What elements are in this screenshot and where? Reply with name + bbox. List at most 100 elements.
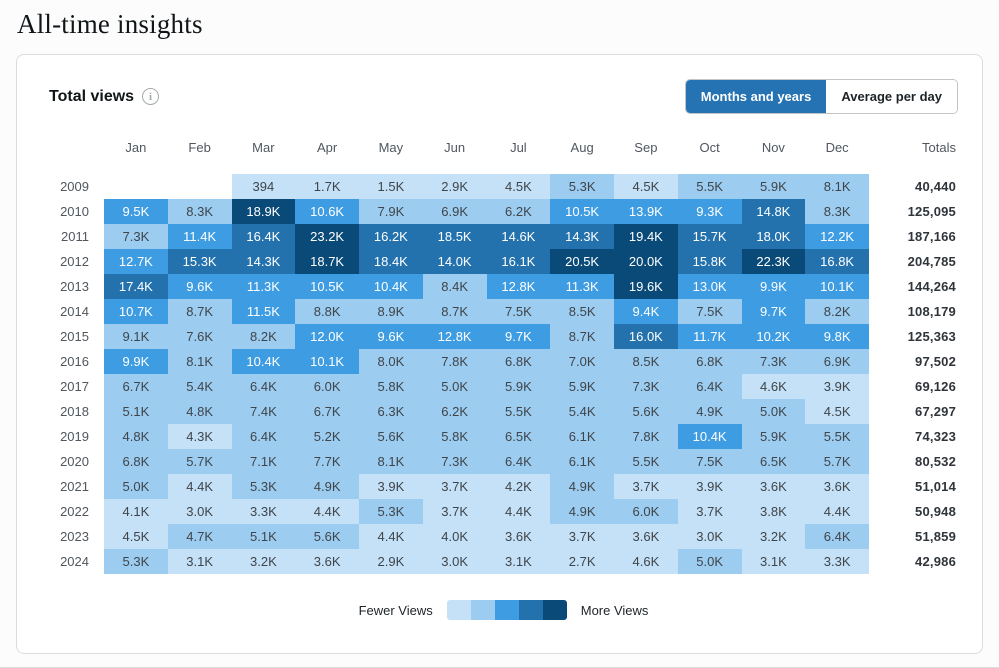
toggle-months-and-years-button[interactable]: Months and years bbox=[685, 80, 827, 113]
heatmap-cell[interactable]: 4.8K bbox=[167, 399, 232, 424]
heatmap-cell[interactable]: 10.5K bbox=[550, 199, 614, 224]
heatmap-cell[interactable]: 5.2K bbox=[295, 424, 359, 449]
heatmap-cell[interactable]: 11.7K bbox=[677, 324, 742, 349]
heatmap-cell[interactable]: 3.7K bbox=[614, 474, 678, 499]
heatmap-cell[interactable]: 6.8K bbox=[486, 349, 551, 374]
info-icon[interactable]: i bbox=[142, 88, 160, 105]
heatmap-cell[interactable]: 9.7K bbox=[486, 324, 551, 349]
heatmap-cell[interactable]: 3.8K bbox=[741, 499, 806, 524]
heatmap-cell[interactable]: 12.2K bbox=[805, 224, 869, 249]
heatmap-cell[interactable]: 8.2K bbox=[805, 299, 869, 324]
heatmap-cell[interactable]: 8.1K bbox=[167, 349, 232, 374]
heatmap-cell[interactable]: 18.4K bbox=[359, 249, 423, 274]
heatmap-cell[interactable]: 9.6K bbox=[167, 274, 232, 299]
heatmap-cell[interactable]: 3.2K bbox=[741, 524, 806, 549]
heatmap-cell[interactable]: 7.5K bbox=[677, 449, 742, 474]
heatmap-cell[interactable]: 6.8K bbox=[677, 349, 742, 374]
heatmap-cell[interactable]: 7.3K bbox=[422, 449, 487, 474]
heatmap-cell[interactable]: 10.7K bbox=[104, 299, 168, 324]
heatmap-cell[interactable]: 15.7K bbox=[677, 224, 742, 249]
heatmap-cell[interactable]: 4.7K bbox=[167, 524, 232, 549]
heatmap-cell[interactable]: 5.3K bbox=[359, 499, 423, 524]
heatmap-cell[interactable]: 7.0K bbox=[550, 349, 614, 374]
heatmap-cell[interactable]: 7.8K bbox=[422, 349, 487, 374]
heatmap-cell[interactable]: 6.4K bbox=[231, 374, 296, 399]
heatmap-cell[interactable]: 16.1K bbox=[486, 249, 551, 274]
heatmap-cell[interactable]: 3.3K bbox=[805, 549, 869, 574]
heatmap-cell[interactable]: 6.1K bbox=[550, 424, 614, 449]
heatmap-cell[interactable]: 10.1K bbox=[295, 349, 359, 374]
heatmap-cell[interactable]: 9.9K bbox=[104, 349, 168, 374]
heatmap-cell[interactable]: 3.2K bbox=[231, 549, 296, 574]
heatmap-cell[interactable]: 2.9K bbox=[422, 174, 487, 199]
heatmap-cell[interactable]: 5.0K bbox=[677, 549, 742, 574]
heatmap-cell[interactable]: 7.9K bbox=[359, 199, 423, 224]
heatmap-cell[interactable]: 9.3K bbox=[677, 199, 742, 224]
heatmap-cell[interactable]: 10.4K bbox=[231, 349, 296, 374]
heatmap-cell[interactable]: 6.5K bbox=[741, 449, 806, 474]
heatmap-cell[interactable]: 3.0K bbox=[677, 524, 742, 549]
heatmap-cell[interactable]: 4.5K bbox=[104, 524, 168, 549]
heatmap-cell[interactable]: 6.2K bbox=[422, 399, 487, 424]
heatmap-cell[interactable]: 9.5K bbox=[104, 199, 168, 224]
heatmap-cell[interactable]: 20.5K bbox=[550, 249, 614, 274]
heatmap-cell[interactable]: 13.9K bbox=[614, 199, 678, 224]
heatmap-cell[interactable]: 14.6K bbox=[486, 224, 551, 249]
heatmap-cell[interactable]: 7.1K bbox=[231, 449, 296, 474]
heatmap-cell[interactable]: 4.9K bbox=[550, 499, 614, 524]
heatmap-cell[interactable]: 5.4K bbox=[167, 374, 232, 399]
heatmap-cell[interactable]: 8.7K bbox=[422, 299, 487, 324]
heatmap-cell[interactable]: 4.5K bbox=[614, 174, 678, 199]
heatmap-cell[interactable]: 12.7K bbox=[104, 249, 168, 274]
heatmap-cell[interactable]: 5.7K bbox=[805, 449, 869, 474]
heatmap-cell[interactable]: 6.8K bbox=[104, 449, 168, 474]
heatmap-cell[interactable]: 7.3K bbox=[614, 374, 678, 399]
heatmap-cell[interactable]: 3.9K bbox=[359, 474, 423, 499]
heatmap-cell[interactable]: 9.8K bbox=[805, 324, 869, 349]
heatmap-cell[interactable]: 11.3K bbox=[231, 274, 296, 299]
heatmap-cell[interactable]: 6.2K bbox=[486, 199, 551, 224]
heatmap-cell[interactable]: 18.9K bbox=[231, 199, 296, 224]
heatmap-cell[interactable]: 3.9K bbox=[677, 474, 742, 499]
heatmap-cell[interactable]: 8.0K bbox=[359, 349, 423, 374]
heatmap-cell[interactable]: 3.6K bbox=[805, 474, 869, 499]
heatmap-cell[interactable]: 5.0K bbox=[422, 374, 487, 399]
heatmap-cell[interactable]: 6.5K bbox=[486, 424, 551, 449]
heatmap-cell[interactable]: 1.7K bbox=[295, 174, 359, 199]
heatmap-cell[interactable]: 5.9K bbox=[486, 374, 551, 399]
heatmap-cell[interactable]: 3.7K bbox=[677, 499, 742, 524]
heatmap-cell[interactable]: 7.3K bbox=[741, 349, 806, 374]
heatmap-cell[interactable]: 6.4K bbox=[677, 374, 742, 399]
heatmap-cell[interactable]: 8.7K bbox=[167, 299, 232, 324]
heatmap-cell[interactable]: 4.4K bbox=[167, 474, 232, 499]
heatmap-cell[interactable]: 3.7K bbox=[422, 499, 487, 524]
heatmap-cell[interactable]: 3.6K bbox=[614, 524, 678, 549]
heatmap-cell[interactable]: 5.1K bbox=[104, 399, 168, 424]
heatmap-cell[interactable]: 4.6K bbox=[741, 374, 806, 399]
heatmap-cell[interactable]: 4.4K bbox=[359, 524, 423, 549]
heatmap-cell[interactable]: 5.9K bbox=[741, 174, 806, 199]
heatmap-cell[interactable]: 8.8K bbox=[295, 299, 359, 324]
heatmap-cell[interactable]: 5.5K bbox=[805, 424, 869, 449]
heatmap-cell[interactable]: 3.0K bbox=[422, 549, 487, 574]
heatmap-cell[interactable]: 4.9K bbox=[677, 399, 742, 424]
heatmap-cell[interactable]: 12.8K bbox=[422, 324, 487, 349]
toggle-average-per-day-button[interactable]: Average per day bbox=[826, 80, 957, 113]
heatmap-cell[interactable]: 1.5K bbox=[359, 174, 423, 199]
heatmap-cell[interactable]: 3.6K bbox=[741, 474, 806, 499]
heatmap-cell[interactable]: 2.9K bbox=[359, 549, 423, 574]
heatmap-cell[interactable]: 9.6K bbox=[359, 324, 423, 349]
heatmap-cell[interactable]: 5.1K bbox=[231, 524, 296, 549]
heatmap-cell[interactable]: 9.4K bbox=[614, 299, 678, 324]
heatmap-cell[interactable]: 11.3K bbox=[550, 274, 614, 299]
heatmap-cell[interactable]: 6.0K bbox=[295, 374, 359, 399]
heatmap-cell[interactable]: 8.3K bbox=[167, 199, 232, 224]
heatmap-cell[interactable]: 5.6K bbox=[359, 424, 423, 449]
heatmap-cell[interactable]: 7.3K bbox=[104, 224, 168, 249]
heatmap-cell[interactable]: 14.8K bbox=[741, 199, 806, 224]
heatmap-cell[interactable]: 6.4K bbox=[805, 524, 869, 549]
heatmap-cell[interactable]: 15.3K bbox=[167, 249, 232, 274]
heatmap-cell[interactable]: 4.9K bbox=[295, 474, 359, 499]
heatmap-cell[interactable]: 8.4K bbox=[422, 274, 487, 299]
heatmap-cell[interactable]: 6.0K bbox=[614, 499, 678, 524]
